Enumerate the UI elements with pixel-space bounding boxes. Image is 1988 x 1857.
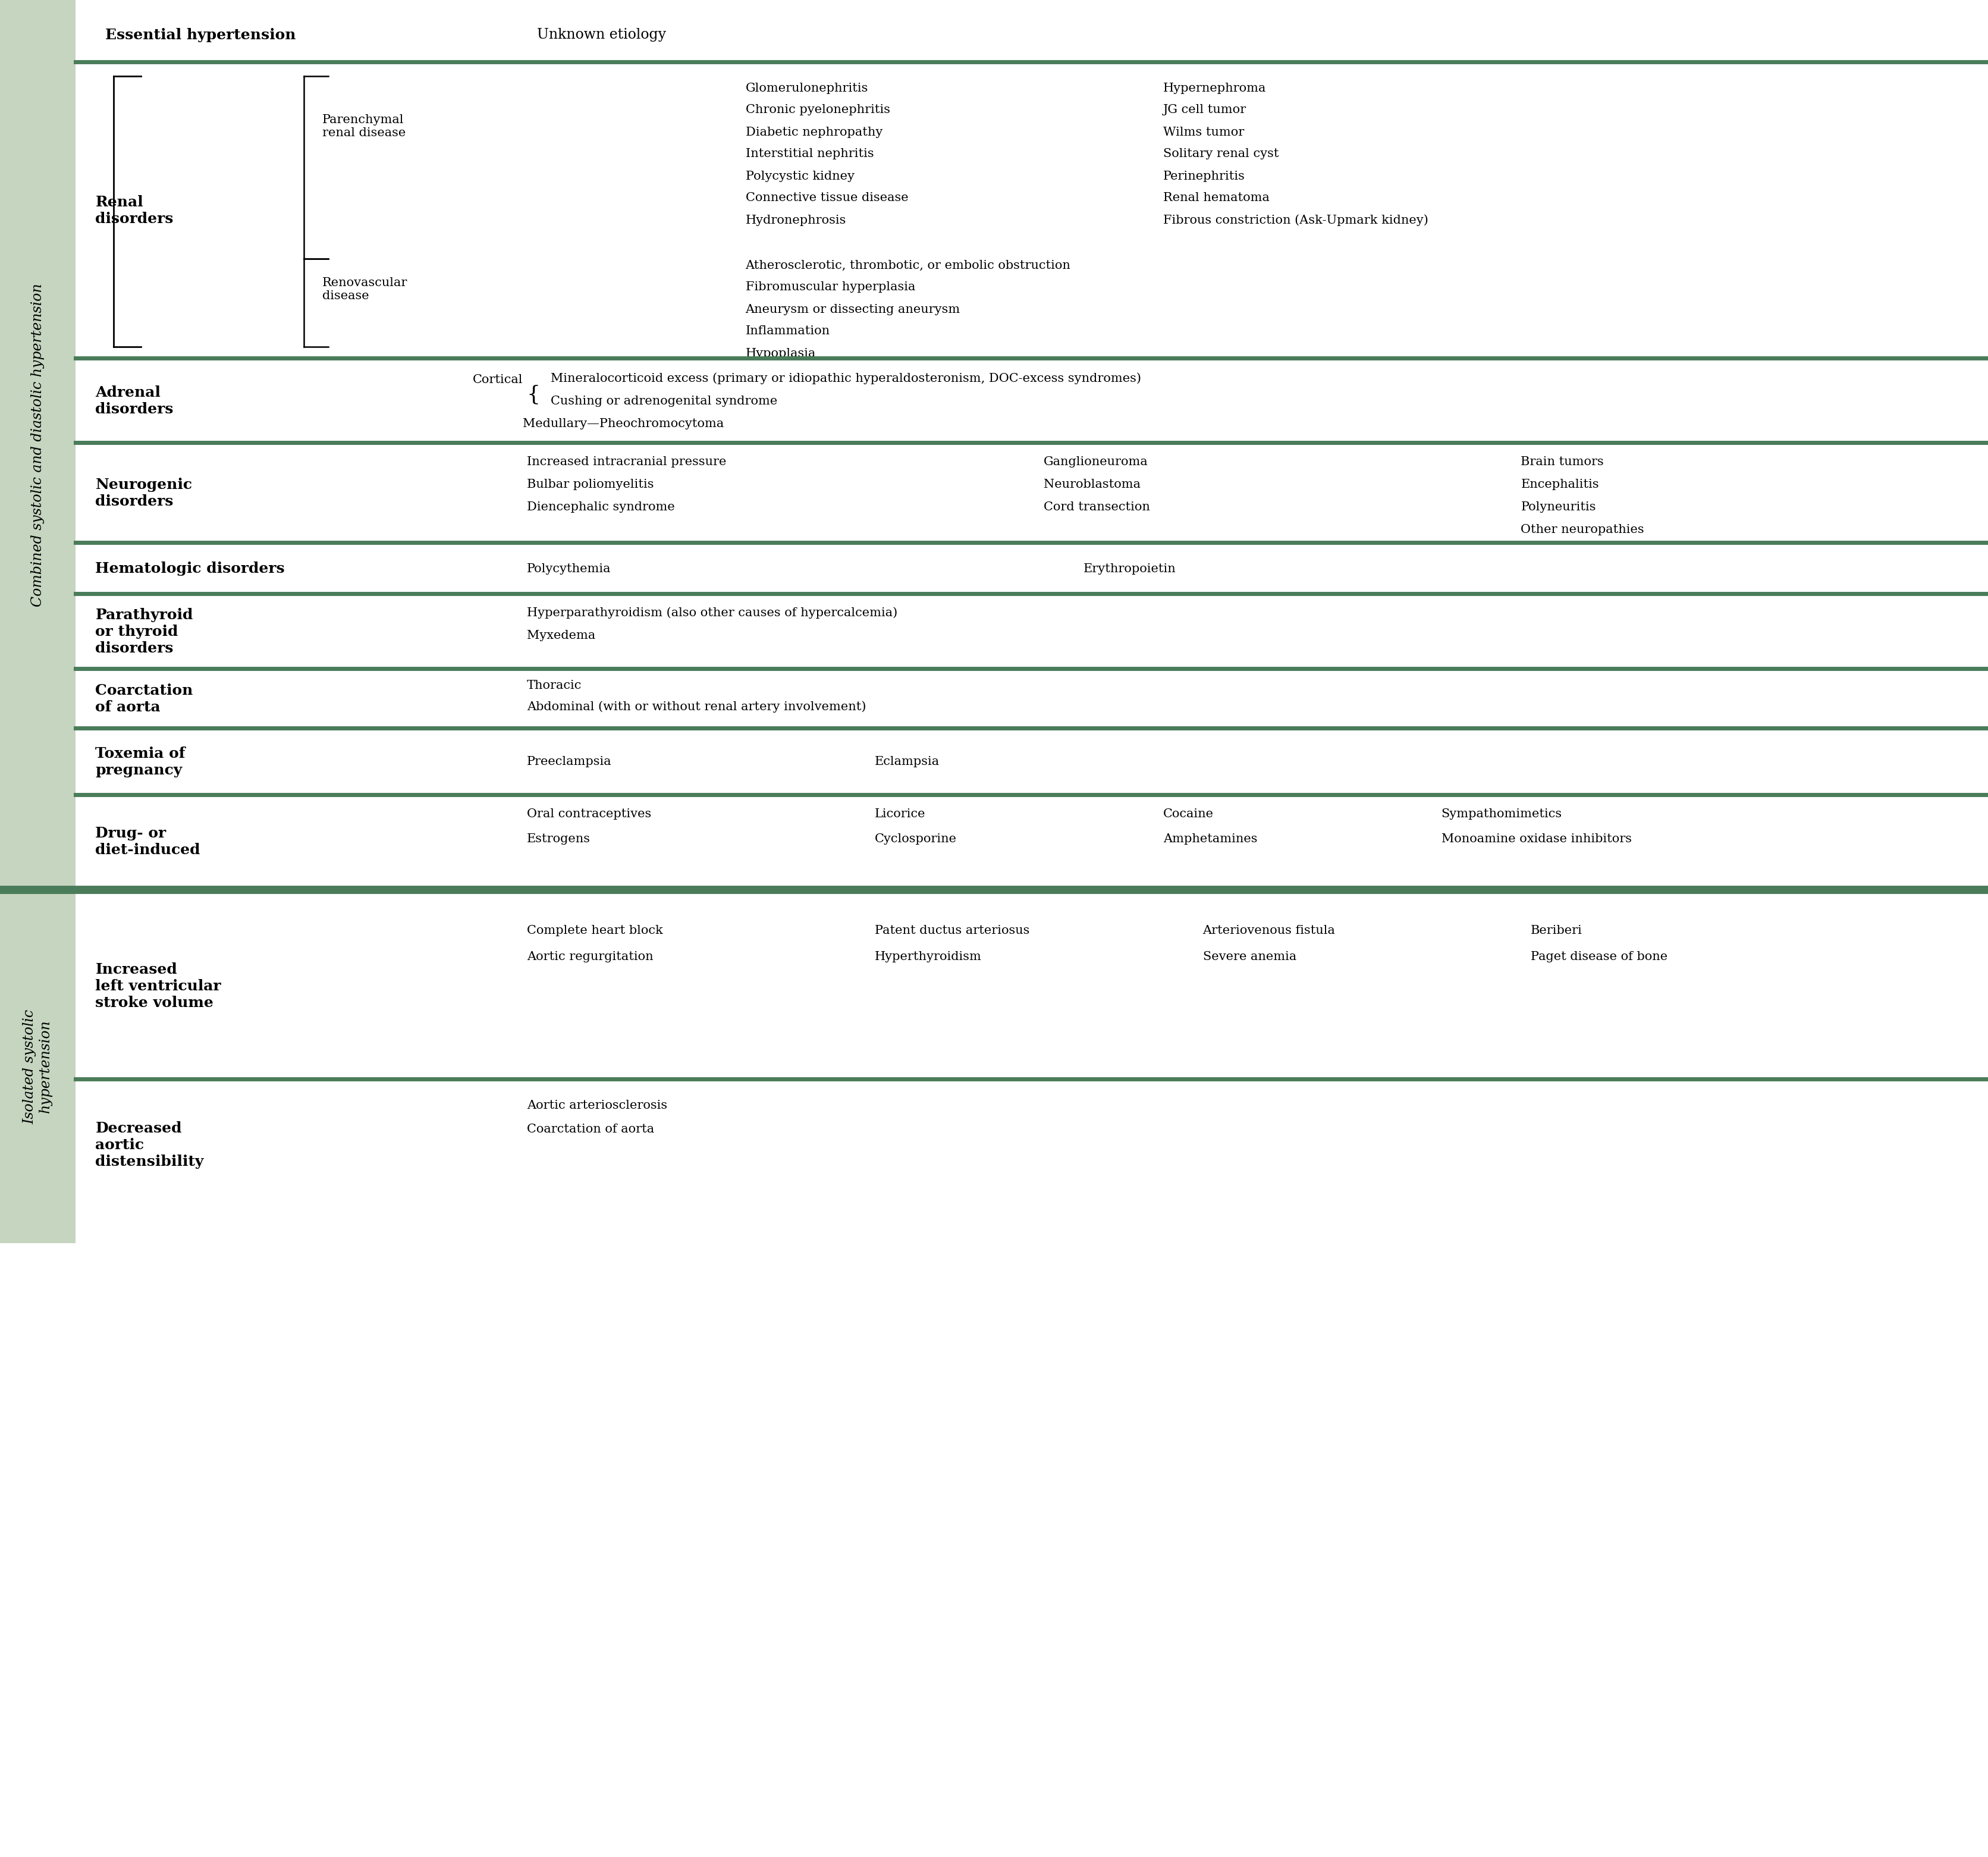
Bar	[0, 890, 76, 1242]
Text: Combined systolic and diastolic hypertension: Combined systolic and diastolic hyperten…	[32, 284, 44, 607]
Text: Hypoplasia: Hypoplasia	[746, 347, 815, 358]
Text: Hydronephrosis: Hydronephrosis	[746, 214, 847, 227]
Text: Fibrous constriction (Ask-Upmark kidney): Fibrous constriction (Ask-Upmark kidney)	[1163, 214, 1427, 227]
Text: Oral contraceptives: Oral contraceptives	[527, 808, 652, 819]
Text: Polycystic kidney: Polycystic kidney	[746, 171, 855, 182]
Text: Preeclampsia: Preeclampsia	[527, 756, 612, 767]
Text: Aneurysm or dissecting aneurysm: Aneurysm or dissecting aneurysm	[746, 305, 960, 316]
Text: Brain tumors: Brain tumors	[1521, 457, 1604, 468]
Text: Perinephritis: Perinephritis	[1163, 171, 1244, 182]
Text: Encephalitis: Encephalitis	[1521, 479, 1598, 490]
Text: Patent ductus arteriosus: Patent ductus arteriosus	[875, 925, 1030, 936]
Text: Hyperthyroidism: Hyperthyroidism	[875, 951, 982, 962]
Text: Renal hematoma: Renal hematoma	[1163, 193, 1270, 204]
Text: Parathyroid
or thyroid
disorders: Parathyroid or thyroid disorders	[95, 607, 193, 656]
Bar	[0, 0, 76, 890]
Text: Neuroblastoma: Neuroblastoma	[1044, 479, 1141, 490]
Text: Beriberi: Beriberi	[1531, 925, 1582, 936]
Text: Solitary renal cyst: Solitary renal cyst	[1163, 149, 1278, 160]
Text: Adrenal
disorders: Adrenal disorders	[95, 386, 173, 416]
Text: Hypernephroma: Hypernephroma	[1163, 82, 1266, 93]
Text: Renovascular
disease: Renovascular disease	[322, 277, 408, 301]
Text: Amphetamines: Amphetamines	[1163, 834, 1256, 845]
Text: Aortic regurgitation: Aortic regurgitation	[527, 951, 654, 962]
Text: {: {	[527, 384, 541, 405]
Text: Complete heart block: Complete heart block	[527, 925, 662, 936]
Text: Myxedema: Myxedema	[527, 630, 594, 641]
Text: Hyperparathyroidism (also other causes of hypercalcemia): Hyperparathyroidism (also other causes o…	[527, 607, 897, 618]
Text: Polyneuritis: Polyneuritis	[1521, 501, 1596, 513]
Text: Cocaine: Cocaine	[1163, 808, 1213, 819]
Text: Inflammation: Inflammation	[746, 325, 831, 336]
Text: Erythropoietin: Erythropoietin	[1083, 563, 1177, 574]
Text: Diencephalic syndrome: Diencephalic syndrome	[527, 501, 674, 513]
Text: Atherosclerotic, thrombotic, or embolic obstruction: Atherosclerotic, thrombotic, or embolic …	[746, 260, 1072, 271]
Text: Arteriovenous fistula: Arteriovenous fistula	[1203, 925, 1336, 936]
Text: Drug- or
diet-induced: Drug- or diet-induced	[95, 826, 201, 858]
Text: Coarctation of aorta: Coarctation of aorta	[527, 1123, 654, 1135]
Text: Monoamine oxidase inhibitors: Monoamine oxidase inhibitors	[1441, 834, 1632, 845]
Text: Licorice: Licorice	[875, 808, 926, 819]
Text: Increased
left ventricular
stroke volume: Increased left ventricular stroke volume	[95, 962, 221, 1010]
Text: Coarctation
of aorta: Coarctation of aorta	[95, 683, 193, 715]
Text: Wilms tumor: Wilms tumor	[1163, 126, 1244, 137]
Text: Bulbar poliomyelitis: Bulbar poliomyelitis	[527, 479, 654, 490]
Text: Ganglioneuroma: Ganglioneuroma	[1044, 457, 1149, 468]
Text: Polycythemia: Polycythemia	[527, 563, 610, 574]
Text: Toxemia of
pregnancy: Toxemia of pregnancy	[95, 747, 185, 778]
Text: Medullary—Pheochromocytoma: Medullary—Pheochromocytoma	[523, 418, 724, 429]
Text: Aortic arteriosclerosis: Aortic arteriosclerosis	[527, 1099, 668, 1110]
Text: Connective tissue disease: Connective tissue disease	[746, 193, 909, 204]
Text: Sympathomimetics: Sympathomimetics	[1441, 808, 1563, 819]
Text: Parenchymal
renal disease: Parenchymal renal disease	[322, 113, 406, 139]
Text: Interstitial nephritis: Interstitial nephritis	[746, 149, 875, 160]
Text: Renal
disorders: Renal disorders	[95, 195, 173, 227]
Text: Increased intracranial pressure: Increased intracranial pressure	[527, 457, 726, 468]
Text: Glomerulonephritis: Glomerulonephritis	[746, 82, 869, 93]
Text: Isolated systolic
hypertension: Isolated systolic hypertension	[24, 1008, 52, 1123]
Text: Paget disease of bone: Paget disease of bone	[1531, 951, 1668, 962]
Text: JG cell tumor: JG cell tumor	[1163, 104, 1246, 115]
Text: Cyclosporine: Cyclosporine	[875, 834, 956, 845]
Text: Cushing or adrenogenital syndrome: Cushing or adrenogenital syndrome	[551, 396, 777, 407]
Text: Decreased
aortic
distensibility: Decreased aortic distensibility	[95, 1122, 205, 1168]
Text: Cortical: Cortical	[473, 373, 523, 384]
Text: Unknown etiology: Unknown etiology	[537, 28, 666, 43]
Text: Fibromuscular hyperplasia: Fibromuscular hyperplasia	[746, 282, 914, 293]
Text: Mineralocorticoid excess (primary or idiopathic hyperaldosteronism, DOC-excess s: Mineralocorticoid excess (primary or idi…	[551, 373, 1141, 384]
Text: Chronic pyelonephritis: Chronic pyelonephritis	[746, 104, 891, 115]
Text: Diabetic nephropathy: Diabetic nephropathy	[746, 126, 883, 137]
Text: Cord transection: Cord transection	[1044, 501, 1151, 513]
Text: Severe anemia: Severe anemia	[1203, 951, 1296, 962]
Text: Abdominal (with or without renal artery involvement): Abdominal (with or without renal artery …	[527, 700, 867, 713]
Text: Essential hypertension: Essential hypertension	[105, 28, 296, 43]
Text: Estrogens: Estrogens	[527, 834, 590, 845]
Text: Thoracic: Thoracic	[527, 680, 582, 691]
Text: Neurogenic
disorders: Neurogenic disorders	[95, 477, 193, 509]
Text: Hematologic disorders: Hematologic disorders	[95, 561, 284, 576]
Text: Other neuropathies: Other neuropathies	[1521, 524, 1644, 535]
Text: Eclampsia: Eclampsia	[875, 756, 940, 767]
